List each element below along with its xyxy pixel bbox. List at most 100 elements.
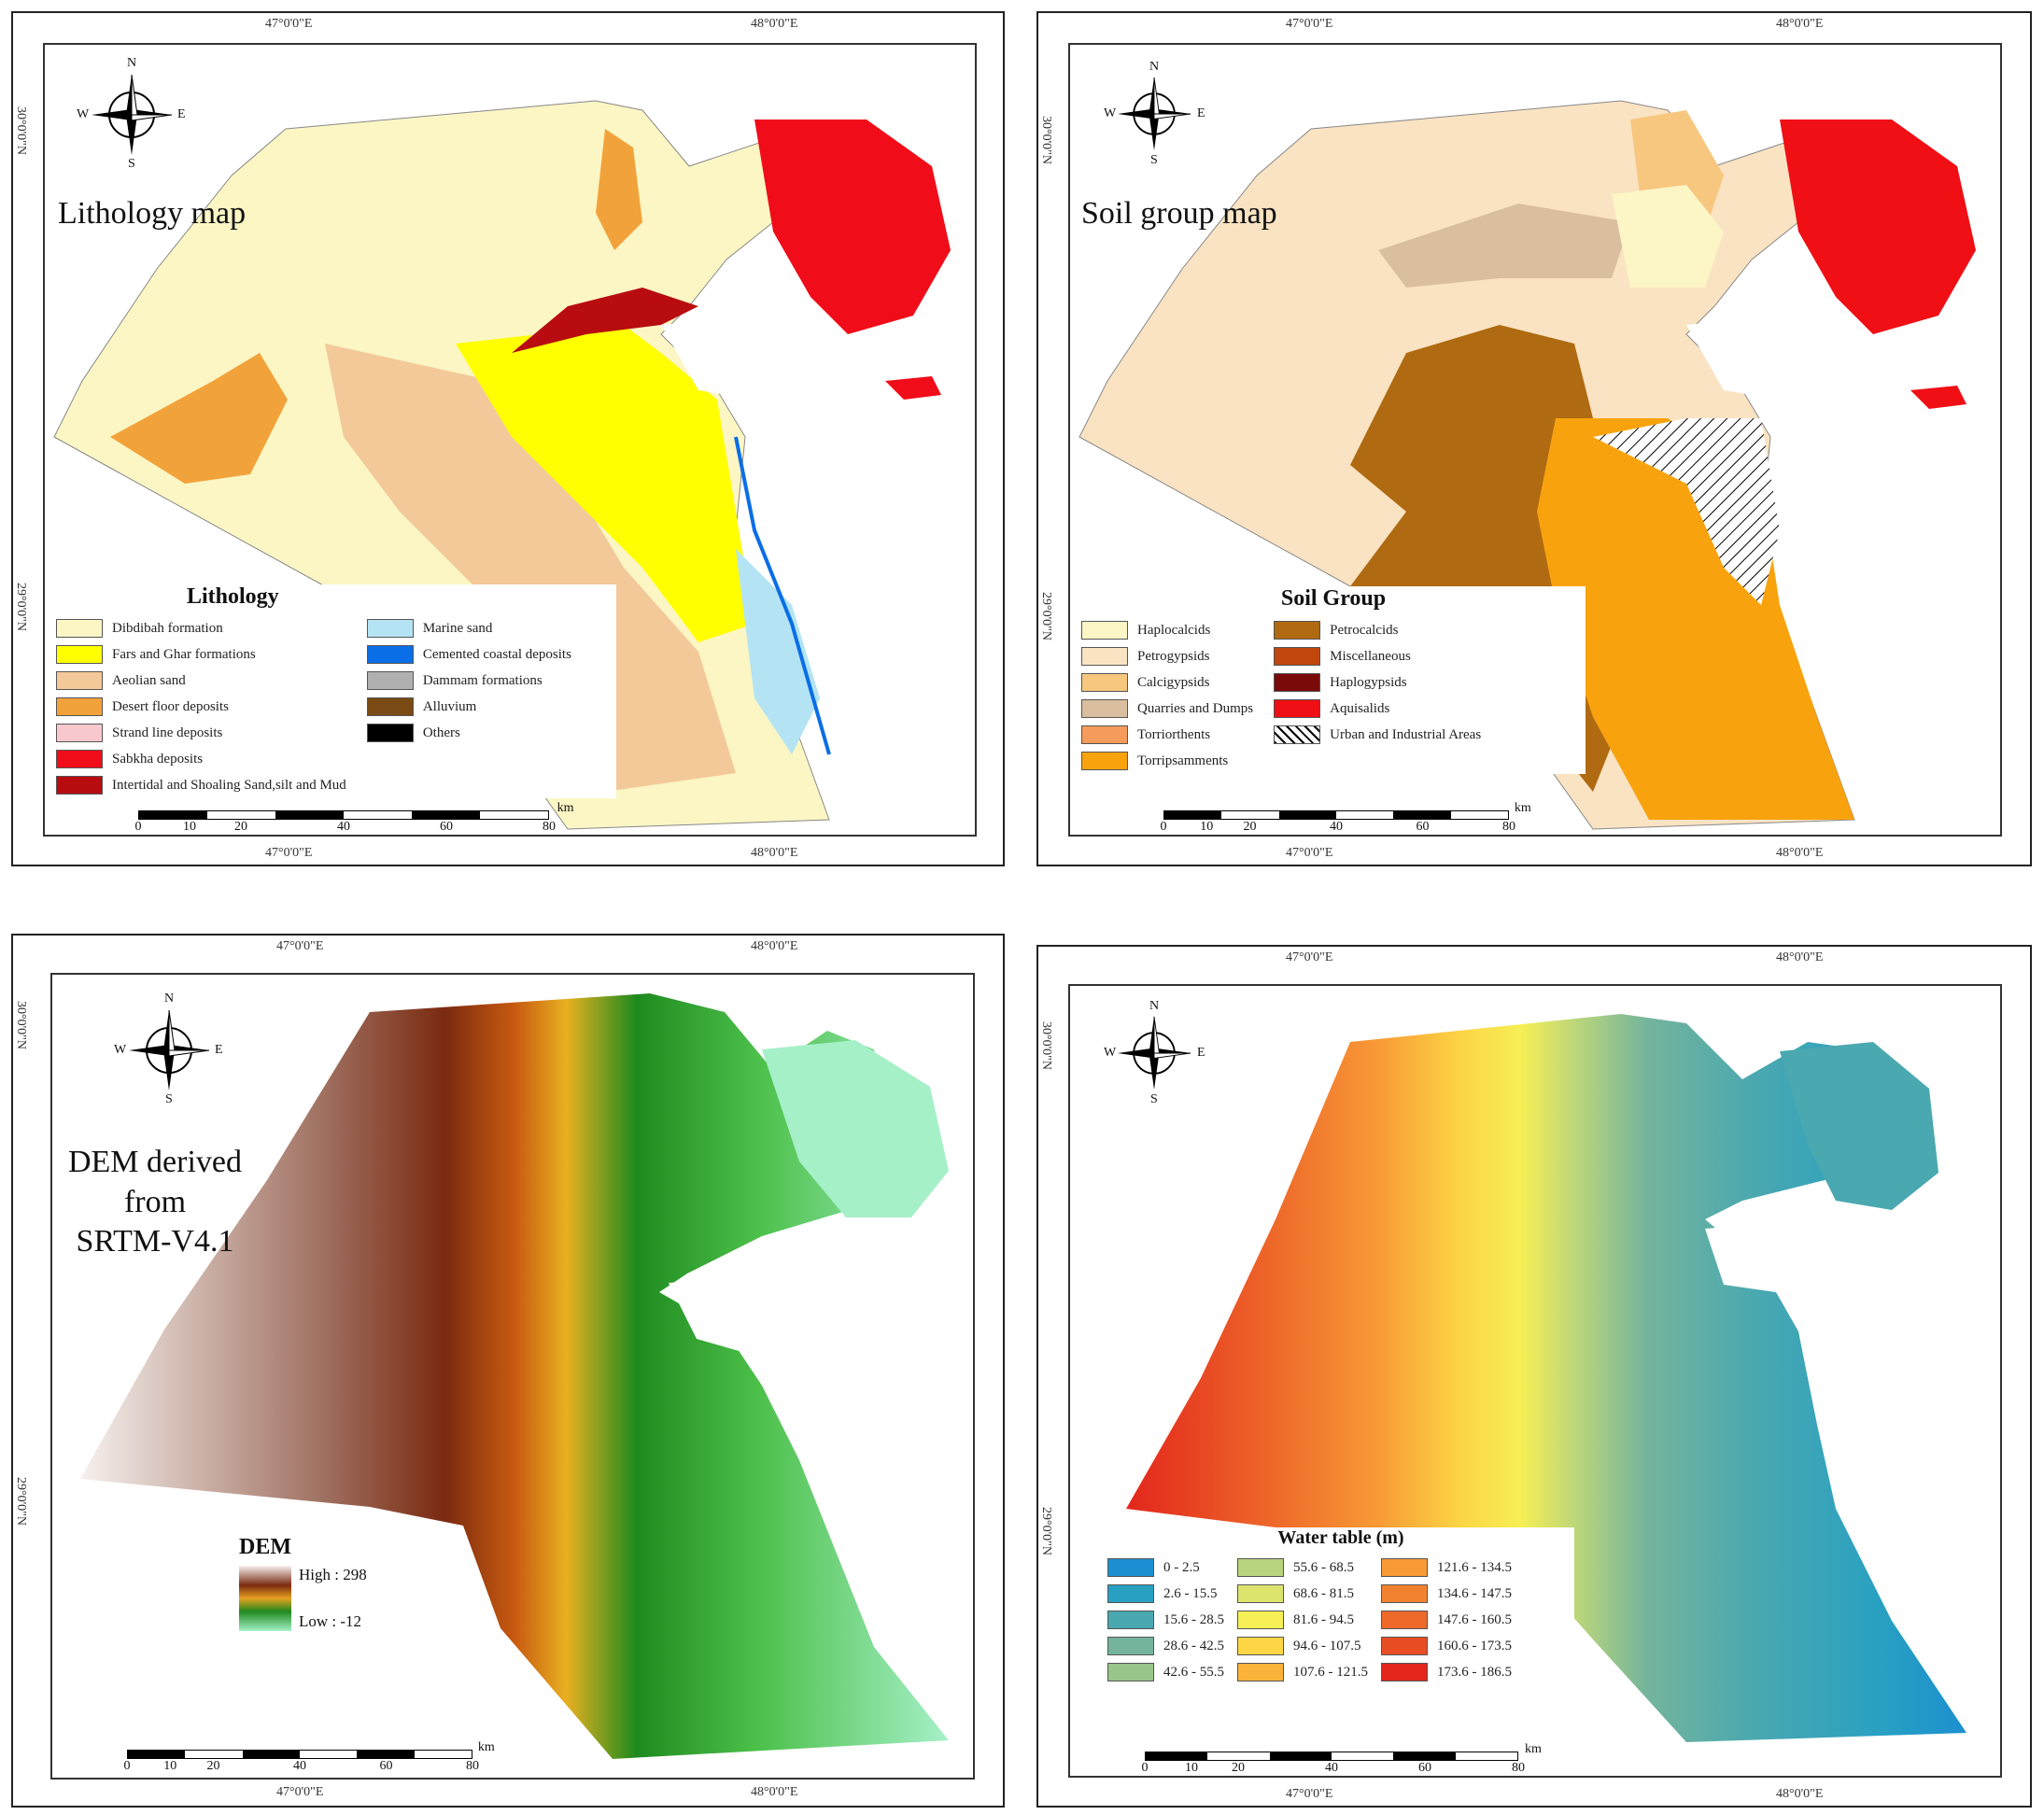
scale-unit: km [477,1740,495,1754]
soil-map-title: Soil group map [1081,196,1277,231]
lithology-legend-item: Aeolian sand [56,668,346,694]
scale-tick-label: 0 [1160,820,1167,834]
water-legend-item: 0 - 2.5 [1107,1555,1224,1581]
soil-map [1078,100,1976,830]
scale-tick-label: 10 [1200,820,1214,834]
soil-legend-swatch [1274,699,1321,718]
water-legend-item: 134.6 - 147.5 [1381,1581,1512,1607]
compass-e: E [215,1043,223,1057]
compass-icon [1117,1016,1191,1090]
water-legend-label: 94.6 - 107.5 [1293,1638,1361,1653]
soil-legend-swatch [1081,647,1128,666]
scale-tick-label: 20 [1243,820,1257,834]
coord-top-right: 48°0'0"E [1776,950,1824,964]
water-legend-swatch [1107,1663,1154,1681]
scale-tick-label: 10 [1185,1761,1198,1775]
scale-tick-label: 10 [163,1759,177,1773]
water-legend-swatch [1237,1663,1284,1681]
water-legend-swatch [1237,1558,1284,1577]
coord-top-left: 47°0'0"E [1286,17,1333,31]
soil-legend-col-1: Haplocalcids Petrogypsids Calcigypsids Quar… [1081,617,1253,774]
soil-legend-label: Torriorthents [1137,726,1211,742]
torripsamments-zone [1537,418,1854,820]
dem-title-line-1: DEM derived [67,1145,242,1179]
kuwait-bay [1686,316,1817,400]
compass-icon [92,74,173,155]
compass-w: W [1104,106,1117,120]
scale-bar: 0 10 20 40 60 80 km [1160,801,1531,835]
water-legend-label: 68.6 - 81.5 [1293,1585,1354,1601]
soil-legend-label: Miscellaneous [1330,648,1411,664]
scale-tick-label: 10 [183,820,196,834]
soil-legend-swatch [1081,752,1128,770]
scale-tick-label: 20 [206,1759,220,1773]
lithology-legend-col-2: Marine sand Cemented coastal deposits Damm… [366,615,571,798]
dem-legend: DEM High : 298 Low : -12 [239,1535,426,1631]
coord-left-top: 30°0'0"N [1039,1021,1053,1070]
water-legend-item: 68.6 - 81.5 [1237,1581,1368,1607]
water-legend-label: 0 - 2.5 [1163,1559,1200,1575]
haplocalcids-zone [1612,185,1724,288]
water-legend-item: 121.6 - 134.5 [1381,1555,1512,1581]
coord-left-bottom: 29°0'0"N [1039,592,1053,640]
coord-left-bottom: 29°0'0"N [14,583,28,631]
lithology-legend-label: Desert floor deposits [112,698,229,714]
water-legend: Water table (m) 0 - 2.5 2.6 - 15.5 15.6 - … [1107,1527,1574,1685]
lithology-legend-item: Dibdibah formation [56,615,346,641]
water-legend-label: 173.6 - 186.5 [1437,1664,1512,1680]
lithology-legend-label: Sabkha deposits [112,751,204,767]
water-legend-swatch [1237,1611,1284,1629]
coord-left-top: 30°0'0"N [14,1001,28,1049]
lithology-legend-label: Strand line deposits [112,725,223,740]
dem-legend-title: DEM [239,1535,291,1559]
desert-floor-zone [110,353,288,484]
lithology-legend-item: Strand line deposits [56,720,346,746]
lithology-map-title: Lithology map [58,196,247,231]
lithology-legend-swatch [56,619,103,638]
scale-tick-label: 60 [379,1759,393,1773]
lithology-legend-label: Aeolian sand [112,672,186,688]
soil-legend-item: Miscellaneous [1274,643,1481,669]
water-legend-swatch [1237,1584,1284,1603]
lithology-legend-swatch [56,724,103,742]
water-legend-swatch [1107,1611,1154,1629]
soil-legend-label: Petrocalcids [1330,622,1399,638]
lithology-legend-swatch [56,671,103,690]
compass-rose: N S W E [1104,999,1205,1106]
compass-e: E [1197,106,1205,120]
dem-map [80,993,949,1759]
coord-bottom-right: 48°0'0"E [751,846,798,860]
water-legend-title: Water table (m) [1277,1527,1404,1548]
lithology-legend-swatch [366,671,414,690]
scale-tick-label: 80 [543,820,556,834]
quarries-zone [1378,204,1630,288]
kuwait-bay [1705,1219,1836,1294]
water-legend-item: 94.6 - 107.5 [1237,1633,1368,1659]
soil-legend-item: Torriorthents [1081,722,1253,748]
soil-legend-item: Petrogypsids [1081,643,1253,669]
water-legend-swatch [1237,1637,1284,1655]
lithology-legend-item: Fars and Ghar formations [56,641,346,668]
lithology-legend: Lithology Dibdibah formation Fars and Gha… [56,584,616,798]
water-legend-swatch [1381,1611,1428,1629]
soil-legend-label: Calcigypsids [1137,674,1210,690]
soil-legend-item: Torripsamments [1081,748,1253,774]
water-legend-item: 107.6 - 121.5 [1237,1659,1368,1685]
soil-legend-item: Haplogypsids [1274,669,1481,696]
coord-bottom-left: 47°0'0"E [1286,846,1333,860]
scale-unit: km [1525,1742,1542,1756]
soil-legend-item: Urban and Industrial Areas [1274,722,1481,748]
coord-bottom-right: 48°0'0"E [1776,1787,1824,1801]
lithology-legend-swatch [366,724,414,742]
lithology-legend-label: Fars and Ghar formations [112,646,256,662]
coord-left-bottom: 29°0'0"N [1039,1507,1053,1555]
failaka-island [885,376,941,400]
water-legend-col-2: 55.6 - 68.5 68.6 - 81.5 81.6 - 94.5 94.6 - … [1237,1555,1368,1685]
lithology-legend-label: Intertidal and Shoaling Sand,silt and Mu… [112,777,346,793]
scale-tick-label: 80 [1502,820,1515,834]
water-legend-item: 42.6 - 55.5 [1107,1659,1224,1685]
lithology-legend-item: Sabkha deposits [56,746,346,772]
water-legend-col-1: 0 - 2.5 2.6 - 15.5 15.6 - 28.5 28.6 - 42.5 4… [1107,1555,1224,1685]
coord-left-top: 30°0'0"N [1039,116,1053,164]
scale-tick-label: 80 [466,1759,479,1773]
